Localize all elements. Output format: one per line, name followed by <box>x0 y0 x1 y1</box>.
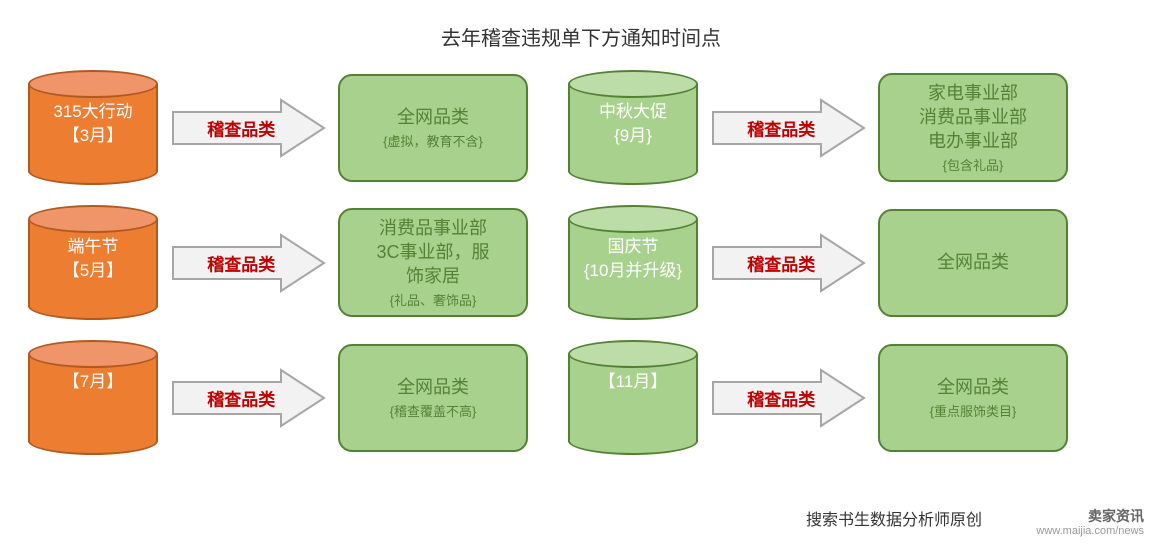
arrow-label: 稽查品类 <box>747 385 815 410</box>
arrow-label: 稽查品类 <box>747 250 815 275</box>
arrow-label: 稽查品类 <box>747 115 815 140</box>
category-box: 全网品类 {稽查覆盖不高} <box>338 344 528 452</box>
diagram-row: 315大行动【3月】 稽查品类 全网品类 {虚拟，教育不含} 中秋大促{9月} 稽查品类 家… <box>28 60 1138 195</box>
cylinder-label: 国庆节{10月并升级} <box>568 235 698 283</box>
month-cylinder: 中秋大促{9月} <box>568 70 698 185</box>
box-main-text: 家电事业部消费品事业部电办事业部 <box>919 81 1027 154</box>
box-sub-text: {虚拟，教育不含} <box>383 131 483 150</box>
arrow-label: 稽查品类 <box>207 115 275 140</box>
cylinder-label: 【7月】 <box>28 370 158 394</box>
diagram-title: 去年稽查违规单下方通知时间点 <box>0 0 1162 51</box>
arrow: 稽查品类 <box>158 233 338 293</box>
cylinder-label: 端午节【5月】 <box>28 235 158 283</box>
category-box: 消费品事业部3C事业部，服饰家居{礼品、奢饰品} <box>338 208 528 318</box>
category-box: 家电事业部消费品事业部电办事业部{包含礼品} <box>878 73 1068 183</box>
cylinder-label: 【11月】 <box>568 370 698 394</box>
arrow: 稽查品类 <box>158 98 338 158</box>
month-cylinder: 国庆节{10月并升级} <box>568 205 698 320</box>
box-sub-text: {礼品、奢饰品} <box>390 290 477 309</box>
box-sub-text: {包含礼品} <box>943 155 1004 174</box>
box-main-text: 消费品事业部3C事业部，服饰家居 <box>376 216 489 289</box>
arrow: 稽查品类 <box>158 368 338 428</box>
arrow-label: 稽查品类 <box>207 385 275 410</box>
box-sub-text: {稽查覆盖不高} <box>390 401 477 420</box>
arrow-label: 稽查品类 <box>207 250 275 275</box>
category-box: 全网品类 <box>878 209 1068 317</box>
box-main-text: 全网品类 <box>937 375 1009 399</box>
diagram-row: 端午节【5月】 稽查品类 消费品事业部3C事业部，服饰家居{礼品、奢饰品} 国庆节{1… <box>28 195 1138 330</box>
month-cylinder: 【11月】 <box>568 340 698 455</box>
category-box: 全网品类 {重点服饰类目} <box>878 344 1068 452</box>
arrow: 稽查品类 <box>698 368 878 428</box>
event-cylinder: 【7月】 <box>28 340 158 455</box>
footer-credit: 搜索书生数据分析师原创 <box>806 506 982 530</box>
diagram-row: 【7月】稽查品类 全网品类 {稽查覆盖不高} 【11月】稽查品类 全网品类 {重点服饰类目… <box>28 330 1138 465</box>
category-box: 全网品类 {虚拟，教育不含} <box>338 74 528 182</box>
arrow: 稽查品类 <box>698 233 878 293</box>
watermark-brand: 卖家资讯 <box>1088 508 1144 524</box>
event-cylinder: 315大行动【3月】 <box>28 70 158 185</box>
diagram-grid: 315大行动【3月】稽查品类全网品类{虚拟，教育不含}中秋大促{9月}稽查品类家… <box>28 60 1138 465</box>
watermark-url: www.maijia.com/news <box>1036 525 1144 537</box>
box-main-text: 全网品类 <box>397 105 469 129</box>
event-cylinder: 端午节【5月】 <box>28 205 158 320</box>
box-main-text: 全网品类 <box>937 250 1009 274</box>
box-main-text: 全网品类 <box>397 375 469 399</box>
arrow: 稽查品类 <box>698 98 878 158</box>
watermark: 卖家资讯 www.maijia.com/news <box>1036 508 1144 538</box>
cylinder-label: 中秋大促{9月} <box>568 100 698 148</box>
box-sub-text: {重点服饰类目} <box>930 401 1017 420</box>
cylinder-label: 315大行动【3月】 <box>28 100 158 148</box>
